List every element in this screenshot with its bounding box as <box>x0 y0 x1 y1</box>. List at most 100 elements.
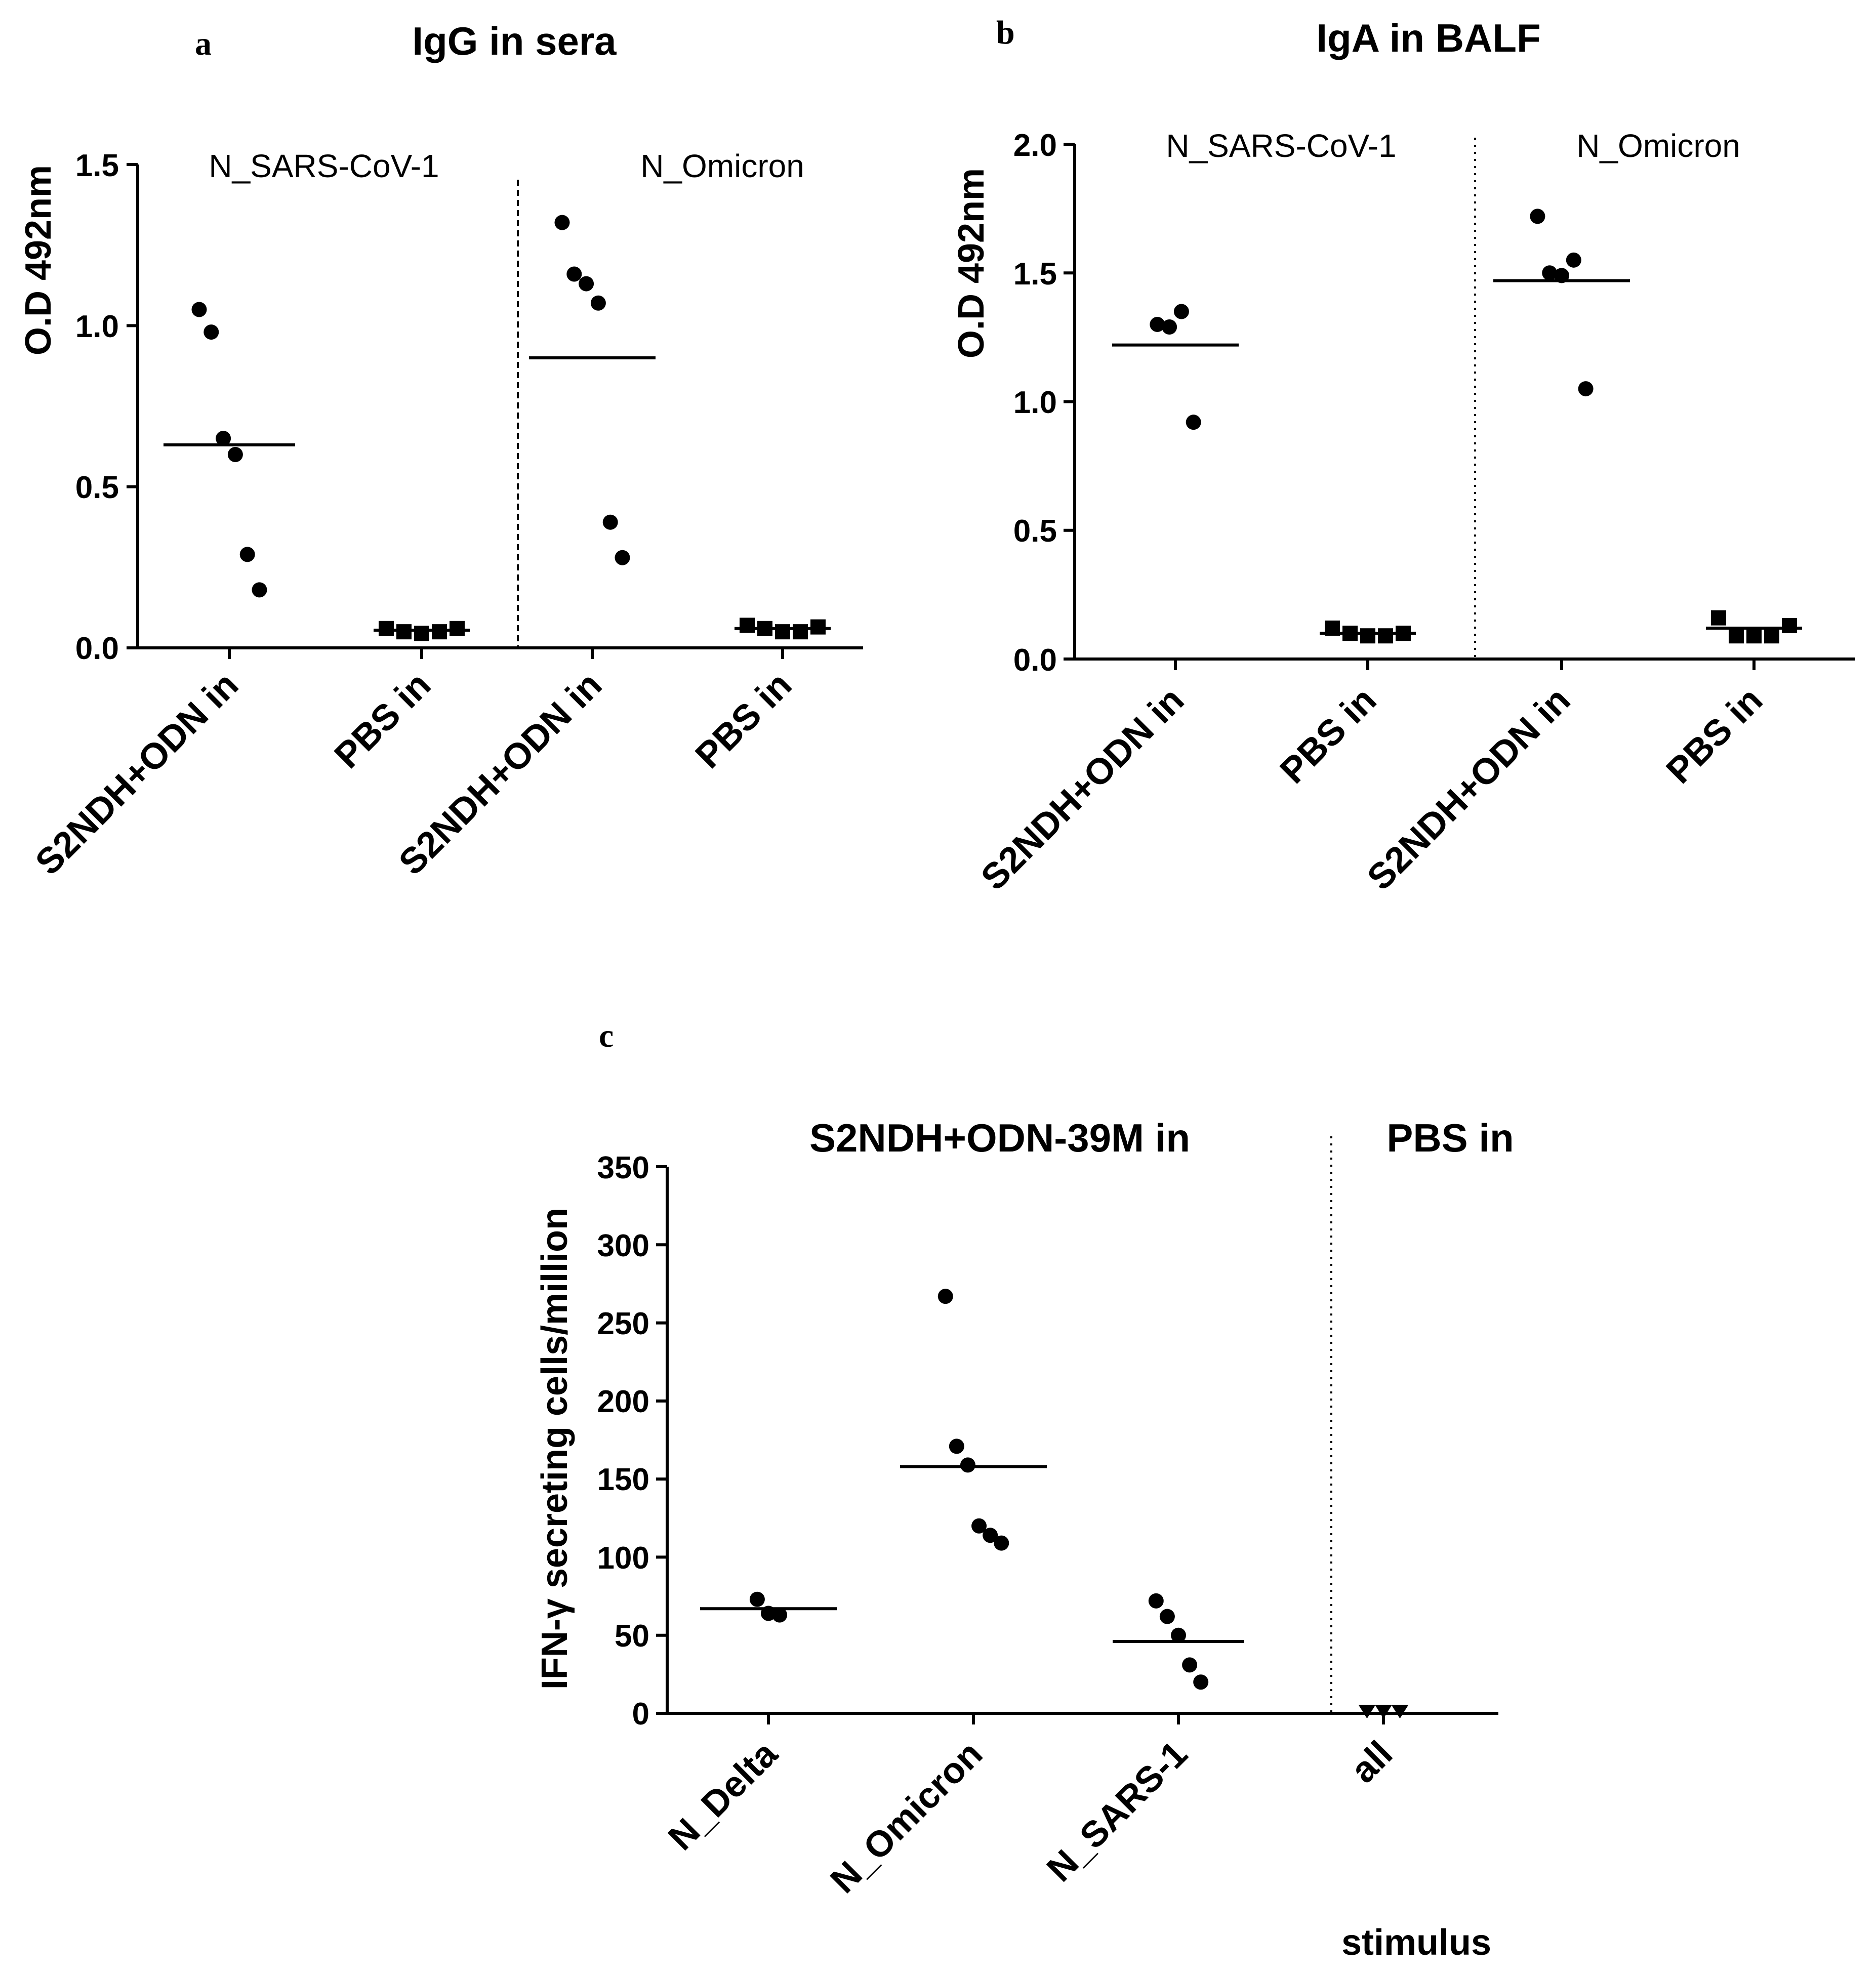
panel-a-series-1-point-4 <box>227 447 243 462</box>
panel-c-category-label-3: N_SARS-1 <box>1039 1734 1195 1889</box>
panel-b-category-label-1: S2NDH+ODN in <box>973 680 1192 898</box>
panel-c-series-3-point-1 <box>1148 1593 1164 1609</box>
panel-b-ytick-label-2: 0.5 <box>1013 514 1057 549</box>
panel-a-series-1-point-5 <box>239 547 255 562</box>
panel-c-ytick-label-5: 200 <box>597 1384 649 1419</box>
panel-b-series-4-point-5 <box>1782 618 1797 633</box>
panel-c-series-3-point-2 <box>1159 1609 1175 1624</box>
panel-a-series-2-point-4 <box>432 624 447 640</box>
panel-a-series-2-point-2 <box>396 624 412 640</box>
panel-c-series-1-point-3 <box>772 1607 788 1623</box>
panel-a-series-1-point-2 <box>203 324 219 340</box>
panel-b-y-axis-label: O.D 492nm <box>951 168 992 358</box>
panel-b-series-4-point-4 <box>1764 628 1779 644</box>
panel-c-category-label-4: all <box>1343 1734 1400 1791</box>
panel-c-series-4-point-2 <box>1375 1705 1392 1719</box>
panel-c-ytick-label-6: 250 <box>597 1306 649 1341</box>
panel-b-ytick-label-4: 1.5 <box>1013 257 1057 292</box>
panel-a-series-3-point-5 <box>602 514 618 530</box>
panel-c-group-label-2: PBS in <box>1386 1116 1514 1160</box>
panel-a-category-label-2: PBS in <box>327 665 439 776</box>
panel-a-series-1-point-3 <box>216 431 231 446</box>
panel-a-series-4-point-4 <box>793 624 808 640</box>
panel-c-series-3-point-4 <box>1182 1657 1198 1673</box>
panel-a-series-4-point-3 <box>775 624 790 640</box>
panel-a-y-axis-label: O.D 492nm <box>18 165 59 355</box>
panel-b-series-3-point-2 <box>1542 265 1558 281</box>
panel-c-category-label-2: N_Omicron <box>823 1734 990 1901</box>
panel-b-series-1-point-4 <box>1186 415 1201 430</box>
panel-c-ytick-label-4: 150 <box>597 1462 649 1497</box>
panel-c-group-label-1: S2NDH+ODN-39M in <box>809 1116 1190 1160</box>
panel-b-category-label-3: S2NDH+ODN in <box>1360 680 1578 898</box>
panel-a-ytick-label-2: 0.5 <box>75 470 119 505</box>
panel-a-ytick-label-1: 0.0 <box>75 631 119 666</box>
panel-c-series-3-point-5 <box>1193 1674 1209 1690</box>
panel-b-series-1-point-1 <box>1150 316 1165 332</box>
panel-c-series-2-point-6 <box>994 1535 1009 1551</box>
panel-c-ytick-label-1: 0 <box>632 1697 649 1732</box>
panel-b-category-label-2: PBS in <box>1273 680 1384 792</box>
panel-c-ytick-label-3: 100 <box>597 1541 649 1576</box>
panel-a-series-3-point-6 <box>615 550 630 565</box>
panel-a-series-2-point-5 <box>450 621 465 636</box>
panel-a-plot <box>127 163 831 659</box>
panel-c-series-2-point-1 <box>937 1289 953 1304</box>
panel-b-series-3-point-5 <box>1578 381 1594 397</box>
panel-c-series-2-point-2 <box>949 1438 964 1454</box>
panel-c-y-axis-label: IFN-γ secreting cells/million <box>535 1208 575 1690</box>
panel-b-group-label-1: N_SARS-CoV-1 <box>1166 128 1396 164</box>
panel-a: a IgG in sera O.D 492nm N_SARS-CoV-1 N_O… <box>18 19 863 883</box>
panel-a-ytick-label-4: 1.5 <box>75 148 119 183</box>
panel-c-plot <box>656 1165 1414 1724</box>
panel-a-series-3-point-2 <box>566 266 582 282</box>
panel-a-series-2-point-1 <box>379 621 394 636</box>
panel-a-series-4-point-5 <box>810 619 826 635</box>
panel-c-series-4-point-1 <box>1358 1705 1376 1719</box>
panel-a-series-4-point-1 <box>740 618 755 633</box>
panel-a-series-1-point-1 <box>191 302 207 317</box>
panel-c: c S2NDH+ODN-39M in PBS in IFN-γ secretin… <box>535 1017 1514 1963</box>
panel-b-group-label-2: N_Omicron <box>1576 128 1740 164</box>
panel-c-series-2-point-3 <box>960 1457 975 1473</box>
panel-a-series-3-point-4 <box>590 295 606 311</box>
panel-b-series-3-point-1 <box>1530 209 1545 224</box>
panel-c-series-2-point-5 <box>983 1528 998 1543</box>
panel-b-ytick-label-5: 2.0 <box>1013 128 1057 163</box>
panel-c-series-1-point-1 <box>749 1591 765 1607</box>
panel-a-series-3-point-1 <box>554 215 570 230</box>
panel-c-series-4-point-3 <box>1391 1705 1409 1719</box>
panel-c-series-3-point-3 <box>1171 1627 1186 1643</box>
panel-b-series-2-point-3 <box>1360 628 1375 644</box>
panel-b-series-3-point-4 <box>1566 252 1581 268</box>
panel-a-group-label-2: N_Omicron <box>640 148 804 184</box>
panel-a-series-2-point-3 <box>414 626 429 641</box>
panel-b-series-4-point-3 <box>1746 628 1762 644</box>
panel-b-series-2-point-4 <box>1378 628 1393 644</box>
panel-a-group-label-1: N_SARS-CoV-1 <box>209 148 439 184</box>
panel-b-plot <box>1064 143 1802 670</box>
panel-c-series-2-point-4 <box>971 1518 987 1534</box>
panel-b-series-1-point-2 <box>1162 319 1177 335</box>
panel-c-x-axis-title: stimulus <box>1341 1922 1491 1963</box>
panel-a-series-3-point-3 <box>579 276 594 292</box>
panel-b: b IgA in BALF O.D 492nm N_SARS-CoV-1 N_O… <box>951 14 1855 898</box>
panel-c-letter: c <box>599 1017 614 1054</box>
panel-c-ytick-label-2: 50 <box>615 1619 649 1654</box>
panel-a-letter: a <box>195 25 212 62</box>
panel-a-title: IgG in sera <box>412 19 617 63</box>
panel-c-ytick-label-8: 350 <box>597 1150 649 1185</box>
panel-b-series-4-point-2 <box>1729 628 1744 644</box>
panel-a-series-1-point-6 <box>252 582 267 598</box>
panel-b-title: IgA in BALF <box>1316 16 1540 60</box>
panel-b-category-label-4: PBS in <box>1659 680 1771 792</box>
panel-b-letter: b <box>996 14 1015 51</box>
panel-b-series-4-point-1 <box>1711 610 1726 626</box>
panel-b-ytick-label-3: 1.0 <box>1013 385 1057 420</box>
panel-b-ytick-label-1: 0.0 <box>1013 643 1057 678</box>
panel-a-category-label-4: PBS in <box>688 665 800 776</box>
panel-b-series-1-point-3 <box>1173 304 1189 319</box>
panel-c-ytick-label-7: 300 <box>597 1228 649 1263</box>
panel-a-category-label-1: S2NDH+ODN in <box>28 665 246 883</box>
